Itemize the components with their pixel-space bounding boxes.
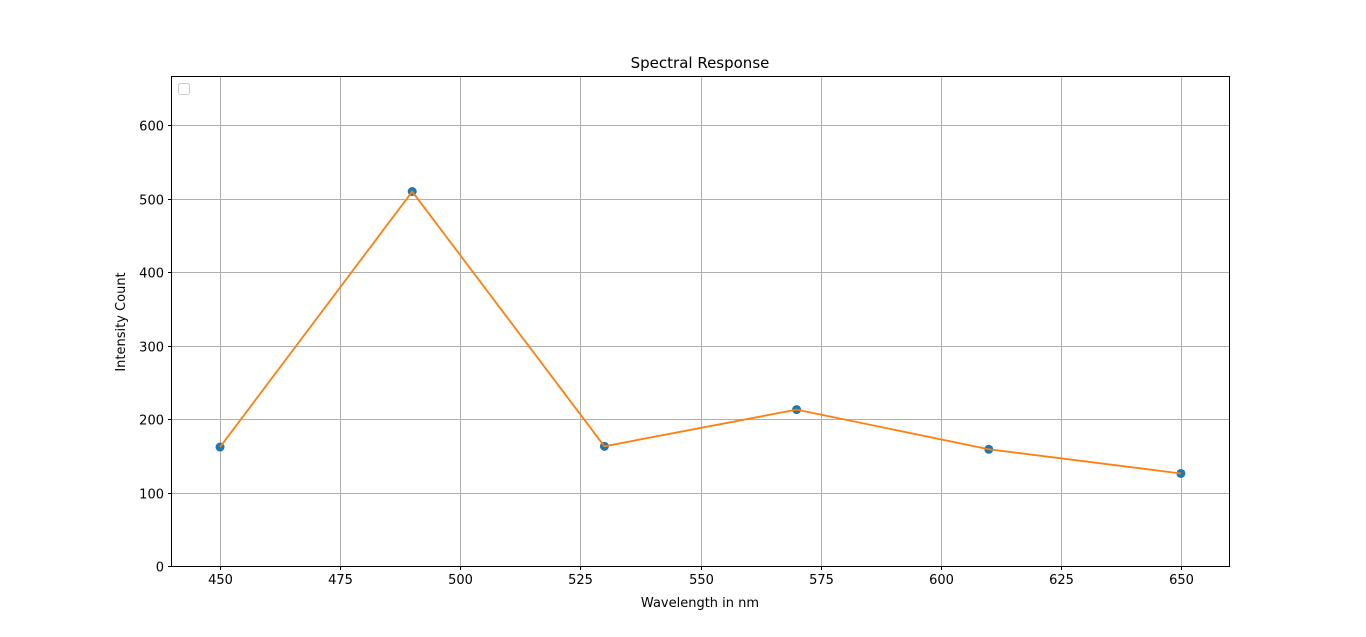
x-tick-label: 475	[328, 573, 353, 588]
y-axis-label: Intensity Count	[114, 272, 129, 371]
chart-title: Spectral Response	[631, 54, 770, 72]
x-tick-label: 525	[568, 573, 593, 588]
grid	[172, 77, 1229, 566]
y-tick-label: 0	[156, 561, 164, 576]
x-tick-label: 600	[929, 573, 954, 588]
x-tick-label: 575	[809, 573, 834, 588]
y-axis-ticks: 0 100 200 300 400 500 600	[139, 120, 172, 576]
x-axis-ticks: 450 475 500 525 550 575 600 625 650	[208, 566, 1194, 588]
legend-box	[178, 83, 190, 95]
y-tick-label: 600	[139, 120, 164, 135]
x-tick-label: 625	[1049, 573, 1074, 588]
y-tick-label: 400	[139, 267, 164, 282]
x-tick-label: 450	[208, 573, 233, 588]
series-line-group	[219, 190, 1182, 475]
y-tick-label: 200	[139, 414, 164, 429]
x-axis-label: Wavelength in nm	[641, 596, 759, 611]
plot-frame	[171, 76, 1230, 567]
y-tick-label: 100	[139, 488, 164, 503]
x-tick-label: 650	[1169, 573, 1194, 588]
x-tick-label: 500	[448, 573, 473, 588]
y-tick-label: 500	[139, 194, 164, 209]
series-line	[219, 190, 1182, 475]
y-tick-label: 300	[139, 341, 164, 356]
x-tick-label: 550	[689, 573, 714, 588]
